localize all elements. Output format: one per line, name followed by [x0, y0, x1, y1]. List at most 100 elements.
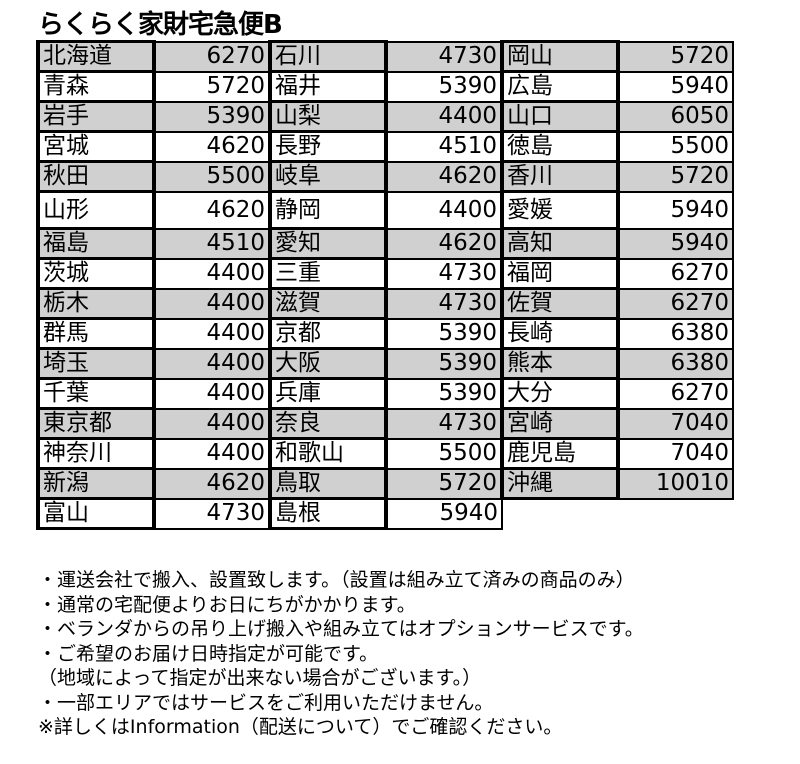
prefecture-name: 愛知 — [268, 227, 388, 260]
table-row: 山形 4620 静岡 4400 愛媛 5940 — [36, 190, 734, 230]
price-value: 4730 — [385, 40, 503, 73]
price-value: 4400 — [153, 317, 271, 350]
prefecture-name: 徳島 — [500, 130, 620, 163]
prefecture-name: 岩手 — [36, 100, 156, 133]
prefecture-name: 兵庫 — [268, 377, 388, 410]
prefecture-name: 石川 — [268, 40, 388, 73]
price-value: 4620 — [153, 467, 271, 500]
prefecture-name: 北海道 — [36, 40, 156, 73]
prefecture-name: 京都 — [268, 317, 388, 350]
notes: ・運送会社で搬入、設置致します。（設置は組み立て済みの商品のみ） ・通常の宅配便よ… — [38, 568, 644, 740]
prefecture-name: 宮崎 — [500, 407, 620, 440]
price-value: 4400 — [153, 377, 271, 410]
price-value: 5940 — [617, 227, 734, 260]
prefecture-name: 千葉 — [36, 377, 156, 410]
price-value: 4730 — [385, 257, 503, 290]
price-value: 4730 — [385, 407, 503, 440]
prefecture-name: 福島 — [36, 227, 156, 260]
price-value: 10010 — [617, 467, 734, 500]
prefecture-name: 愛媛 — [500, 190, 620, 230]
table-row: 千葉 4400 兵庫 5390 大分 6270 — [36, 377, 734, 410]
prefecture-name: 静岡 — [268, 190, 388, 230]
prefecture-name: 佐賀 — [500, 287, 620, 320]
prefecture-name: 鳥取 — [268, 467, 388, 500]
price-value: 6380 — [617, 347, 734, 380]
prefecture-name: 熊本 — [500, 347, 620, 380]
price-value: 4510 — [385, 130, 503, 163]
prefecture-name: 茨城 — [36, 257, 156, 290]
price-value: 4400 — [153, 437, 271, 470]
prefecture-name: 岡山 — [500, 40, 620, 73]
price-value: 5390 — [385, 70, 503, 103]
price-value: 4400 — [385, 190, 503, 230]
table-row: 神奈川 4400 和歌山 5500 鹿児島 7040 — [36, 437, 734, 470]
prefecture-name: 山形 — [36, 190, 156, 230]
price-value: 4510 — [153, 227, 271, 260]
prefecture-name: 三重 — [268, 257, 388, 290]
prefecture-name: 新潟 — [36, 467, 156, 500]
price-value: 4400 — [385, 100, 503, 133]
price-value: 7040 — [617, 407, 734, 440]
price-value: 7040 — [617, 437, 734, 470]
table-row: 栃木 4400 滋賀 4730 佐賀 6270 — [36, 287, 734, 320]
prefecture-name: 高知 — [500, 227, 620, 260]
price-value: 4620 — [153, 190, 271, 230]
prefecture-name: 和歌山 — [268, 437, 388, 470]
table-row: 新潟 4620 鳥取 5720 沖縄 10010 — [36, 467, 734, 500]
note-line: ※詳しくはInformation（配送について）でご確認ください。 — [38, 716, 563, 738]
price-value: 5940 — [617, 70, 734, 103]
prefecture-name: 神奈川 — [36, 437, 156, 470]
price-value: 4400 — [153, 347, 271, 380]
prefecture-name: 福井 — [268, 70, 388, 103]
prefecture-name: 山梨 — [268, 100, 388, 133]
shipping-rate-table: 北海道 6270 石川 4730 岡山 5720 青森 5720 福井 5390 広島 5940 岩手 5… — [36, 40, 734, 530]
prefecture-name: 長野 — [268, 130, 388, 163]
prefecture-name: 福岡 — [500, 257, 620, 290]
table-row: 宮城 4620 長野 4510 徳島 5500 — [36, 130, 734, 163]
prefecture-name: 岐阜 — [268, 160, 388, 193]
price-value: 5390 — [385, 317, 503, 350]
price-value: 5940 — [385, 497, 503, 530]
price-value: 6380 — [617, 317, 734, 350]
price-value: 4620 — [153, 130, 271, 163]
table-row: 茨城 4400 三重 4730 福岡 6270 — [36, 257, 734, 290]
table-row: 埼玉 4400 大阪 5390 熊本 6380 — [36, 347, 734, 380]
price-value: 5940 — [617, 190, 734, 230]
prefecture-name: 広島 — [500, 70, 620, 103]
price-value: 5720 — [617, 160, 734, 193]
price-value: 5500 — [617, 130, 734, 163]
table-row: 富山 4730 島根 5940 — [36, 497, 733, 530]
note-line: ・通常の宅配便よりお日にちがかかります。 — [38, 593, 416, 616]
price-value: 4730 — [153, 497, 271, 530]
price-value: 4620 — [385, 227, 503, 260]
table-row: 北海道 6270 石川 4730 岡山 5720 — [36, 40, 734, 73]
price-value: 5720 — [385, 467, 503, 500]
table-row: 福島 4510 愛知 4620 高知 5940 — [36, 227, 734, 260]
table-row: 岩手 5390 山梨 4400 山口 6050 — [36, 100, 734, 133]
prefecture-name: 島根 — [268, 497, 388, 530]
note-line: ・ご希望のお届け日時指定が可能です。 — [38, 642, 379, 665]
price-value: 5390 — [385, 377, 503, 410]
price-value: 5500 — [153, 160, 271, 193]
prefecture-name: 長崎 — [500, 317, 620, 350]
price-value: 6270 — [617, 377, 734, 410]
prefecture-name: 山口 — [500, 100, 620, 133]
prefecture-name: 東京都 — [36, 407, 156, 440]
note-line: ・ベランダからの吊り上げ搬入や組み立てはオプションサービスです。 — [38, 618, 644, 640]
price-value: 5390 — [385, 347, 503, 380]
price-value: 6270 — [617, 257, 734, 290]
prefecture-name: 宮城 — [36, 130, 156, 163]
price-value: 4400 — [153, 257, 271, 290]
prefecture-name: 青森 — [36, 70, 156, 103]
table-row: 東京都 4400 奈良 4730 宮崎 7040 — [36, 407, 734, 440]
prefecture-name: 滋賀 — [268, 287, 388, 320]
note-line: ・運送会社で搬入、設置致します。（設置は組み立て済みの商品のみ） — [38, 569, 635, 591]
price-value: 5720 — [153, 70, 271, 103]
prefecture-name: 埼玉 — [36, 347, 156, 380]
price-value: 6270 — [153, 40, 271, 73]
note-line: ・一部エリアではサービスをご利用いただけません。 — [38, 691, 494, 714]
prefecture-name: 秋田 — [36, 160, 156, 193]
prefecture-name: 沖縄 — [500, 467, 620, 500]
price-value: 4620 — [385, 160, 503, 193]
table-row: 青森 5720 福井 5390 広島 5940 — [36, 70, 734, 103]
